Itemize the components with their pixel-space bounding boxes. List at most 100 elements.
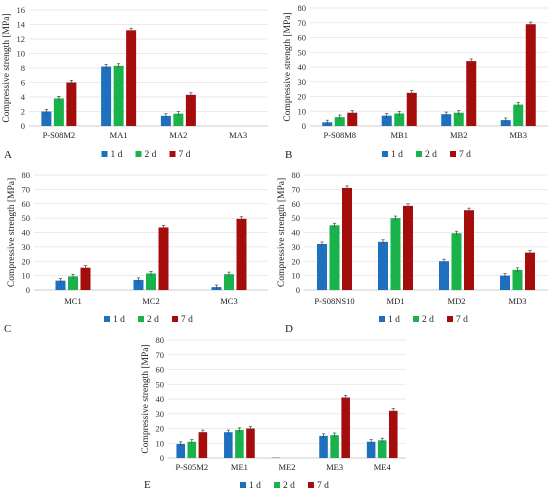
y-tick-label: 0 [21,121,25,131]
y-tick-label: 16 [17,5,26,15]
y-tick-label: 8 [21,63,25,73]
legend-label: 2 d [422,315,434,325]
bar-md1-1d [378,241,388,290]
legend: 1 d 2 d 7 d [101,150,191,160]
y-axis-title: Compressive strength [MPa] [283,12,293,121]
legend-swatch [135,151,142,157]
x-category-label: MC1 [64,296,81,306]
bar-md1-2d [390,218,401,290]
legend: 1 d 2 d 7 d [379,315,468,325]
bar-mc2-7d [158,227,169,290]
legend-label: 7 d [459,150,471,160]
y-tick-label: 10 [22,271,31,281]
y-tick-label: 50 [156,379,165,389]
legend-swatch [240,482,246,488]
legend: 1 d 2 d 7 d [104,315,193,325]
y-tick-label: 10 [156,438,165,448]
y-tick-label: 50 [22,213,31,223]
panel-letter: B [285,149,292,161]
y-tick-label: 10 [292,271,301,281]
bar-p-s05m2-7d [198,432,208,458]
y-axis-title: Compressive strength [MPa] [141,344,151,453]
legend-swatch [138,316,144,322]
y-axis-title: Compressive strength [MPa] [7,178,17,287]
y-tick-label: 0 [296,285,300,295]
bar-md2-7d [464,210,474,290]
legend-swatch [379,316,385,322]
y-tick-label: 40 [292,228,301,238]
legend-label: 7 d [181,315,193,325]
bar-md3-7d [525,252,535,290]
y-tick-label: 4 [21,92,26,102]
y-tick-label: 2 [21,107,25,117]
bar-md2-1d [439,261,449,290]
bar-me1-2d [235,429,244,458]
x-category-label: P-S08NS10 [314,296,354,306]
y-tick-label: 70 [156,350,165,360]
bar-mb2-1d [441,114,452,126]
chart-panel-c: 0 10 20 30 40 50 60 70 80 Compressive strength [M… [4,170,268,335]
panel-letter: D [285,323,293,335]
x-category-label: MA1 [110,130,128,140]
y-tick-label: 30 [156,409,165,419]
bar-me4-1d [366,441,376,458]
x-category-label: MB2 [450,130,467,140]
y-tick-label: 20 [156,424,165,434]
y-axis-title: Compressive strength [MPa] [277,178,287,287]
bar-p-s05m2-1d [176,443,186,458]
bar-p-s08m2-2d [53,98,64,126]
bar-p-s08ns10-2d [329,225,340,290]
legend: 1 d 2 d 7 d [382,150,471,160]
panel-letter: C [4,323,11,335]
y-tick-label: 20 [22,256,31,266]
panel-letter: A [4,149,12,161]
y-tick-label: 30 [298,77,307,87]
x-category-label: P-S05M2 [176,462,209,472]
y-tick-label: 80 [292,170,301,180]
x-category-label: MB1 [391,130,408,140]
bar-mb1-7d [406,92,417,126]
y-tick-label: 0 [26,285,30,295]
x-category-label: ME1 [231,462,248,472]
y-tick-label: 50 [292,213,301,223]
bar-p-s08ns10-7d [342,187,352,290]
bar-ma2-2d [173,113,184,126]
y-tick-label: 70 [292,184,301,194]
bar-mc2-1d [133,279,144,290]
y-tick-label: 6 [21,78,25,88]
legend-label: 1 d [249,481,261,491]
x-category-label: MA2 [169,130,187,140]
x-category-label: P-S08M8 [323,130,356,140]
bar-me1-1d [224,432,233,458]
y-tick-label: 70 [298,18,307,28]
legend: 1 d 2 d 7 d [240,481,329,491]
bar-mc1-1d [55,280,66,290]
x-category-label: P-S08M2 [43,130,76,140]
y-tick-label: 50 [298,47,307,57]
legend-swatch [172,316,178,322]
bar-mb3-7d [525,24,536,127]
y-tick-label: 60 [156,365,165,375]
x-category-label: MA3 [229,130,247,140]
legend-label: 7 d [456,315,468,325]
y-tick-label: 20 [298,92,307,102]
bar-ma1-1d [101,66,112,126]
legend-swatch [413,316,419,322]
legend-label: 2 d [145,150,157,160]
y-tick-label: 30 [292,242,301,252]
y-axis-title: Compressive strength [MPa] [2,13,12,122]
bar-ma1-7d [126,30,137,126]
legend-swatch [447,316,453,322]
bar-mc1-2d [68,276,78,290]
legend-swatch [169,151,176,157]
legend-label: 1 d [113,315,125,325]
bar-me3-1d [319,435,328,458]
legend-swatch [382,151,388,157]
y-tick-label: 80 [156,335,165,345]
y-tick-label: 60 [22,199,31,209]
y-tick-label: 10 [298,106,307,116]
bar-me3-2d [330,435,339,458]
bar-mb1-2d [394,113,405,126]
x-category-label: MB3 [510,130,527,140]
